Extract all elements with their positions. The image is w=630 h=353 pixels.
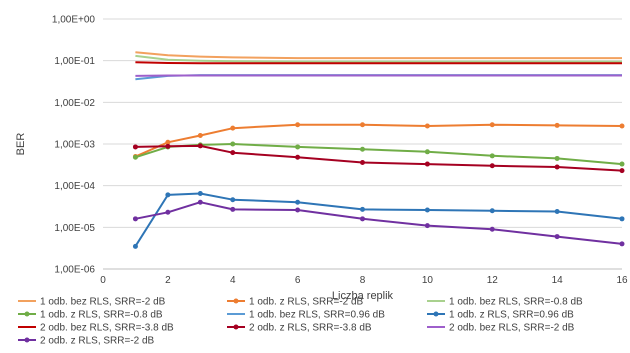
x-tick-label-4: 8 xyxy=(360,275,366,286)
legend-label-1: 1 odb. z RLS, SRR=-2 dB xyxy=(249,297,364,308)
legend-label-6: 2 odb. bez RLS, SRR=-3.8 dB xyxy=(40,323,174,334)
series-5-point-2 xyxy=(197,190,203,196)
series-1-point-7 xyxy=(489,122,495,128)
series-5-point-5 xyxy=(360,206,365,212)
legend-label-0: 1 odb. bez RLS, SRR=-2 dB xyxy=(40,297,166,308)
series-7-point-9 xyxy=(619,168,625,174)
series-7-point-5 xyxy=(360,159,365,165)
series-5-point-3 xyxy=(230,197,236,203)
series-3-point-8 xyxy=(554,155,560,161)
legend: 1 odb. bez RLS, SRR=-2 dB 1 odb. z RLS, S… xyxy=(18,297,583,347)
series-9-point-2 xyxy=(197,199,203,205)
legend-marker-3 xyxy=(24,311,30,317)
legend-label-8: 2 odb. bez RLS, SRR=-2 dB xyxy=(449,323,575,334)
series-3-point-9 xyxy=(619,161,625,167)
legend-label-7: 2 odb. z RLS, SRR=-3.8 dB xyxy=(249,323,372,334)
series-7-point-7 xyxy=(489,163,495,169)
x-tick-label-1: 2 xyxy=(165,275,171,286)
series-group xyxy=(132,51,625,249)
y-axis-label: BER xyxy=(15,133,27,156)
x-tick-label-8: 16 xyxy=(616,275,628,286)
series-7-point-8 xyxy=(554,164,560,170)
series-9-point-4 xyxy=(295,207,301,213)
series-1-point-9 xyxy=(619,123,625,129)
series-1-point-2 xyxy=(197,132,203,138)
series-7-point-4 xyxy=(295,154,301,160)
x-tick-label-2: 4 xyxy=(230,275,236,286)
series-9-point-5 xyxy=(360,216,365,222)
y-tick-label-5: 1,00E-01 xyxy=(54,56,95,67)
series-1-point-6 xyxy=(424,123,430,129)
series-7-point-6 xyxy=(424,161,430,167)
y-tick-label-2: 1,00E-04 xyxy=(54,181,95,192)
y-tick-label-1: 1,00E-05 xyxy=(54,223,95,234)
series-3-point-6 xyxy=(424,149,430,155)
series-9-point-7 xyxy=(489,226,495,232)
series-3-point-7 xyxy=(489,153,495,159)
series-5-point-0 xyxy=(132,243,138,249)
series-1-point-1 xyxy=(165,139,171,145)
series-7-point-1 xyxy=(165,143,171,149)
legend-label-4: 1 odb. bez RLS, SRR=0.96 dB xyxy=(249,310,385,321)
legend-label-3: 1 odb. z RLS, SRR=-0.8 dB xyxy=(40,310,163,321)
legend-label-9: 2 odb. z RLS, SRR=-2 dB xyxy=(40,336,155,347)
series-9-point-1 xyxy=(165,209,171,215)
y-axis-ticks: 1,00E-06 1,00E-05 1,00E-04 1,00E-03 1,00E-02… xyxy=(52,15,96,276)
legend-marker-1 xyxy=(233,298,239,304)
series-5-point-4 xyxy=(295,199,301,205)
series-5-point-1 xyxy=(165,192,171,198)
legend-label-2: 1 odb. bez RLS, SRR=-0.8 dB xyxy=(449,297,583,308)
series-5-point-7 xyxy=(489,208,495,214)
series-9-point-6 xyxy=(424,223,430,229)
series-5-point-8 xyxy=(554,208,560,214)
y-tick-label-0: 1,00E-06 xyxy=(54,265,95,276)
x-axis-label: Liczba replik xyxy=(332,290,394,302)
series-line-5 xyxy=(134,192,623,247)
x-tick-label-5: 10 xyxy=(422,275,434,286)
legend-marker-9 xyxy=(24,337,30,343)
series-7-point-2 xyxy=(197,143,203,149)
y-tick-label-4: 1,00E-02 xyxy=(54,98,95,109)
series-1-point-5 xyxy=(360,122,365,128)
series-9-point-9 xyxy=(619,241,625,247)
legend-marker-7 xyxy=(233,324,239,330)
series-3-point-0 xyxy=(132,154,138,160)
legend-marker-5 xyxy=(433,311,439,317)
series-3-point-4 xyxy=(295,144,301,150)
series-7-point-3 xyxy=(230,150,236,156)
series-5-point-9 xyxy=(619,216,625,222)
series-3-point-3 xyxy=(230,141,236,147)
series-1-point-8 xyxy=(554,122,560,128)
series-line-7 xyxy=(135,144,623,172)
series-line-6 xyxy=(135,61,622,65)
series-9-point-3 xyxy=(230,206,236,212)
x-tick-label-3: 6 xyxy=(295,275,301,286)
series-5-point-6 xyxy=(424,207,430,213)
series-1-point-4 xyxy=(295,122,301,128)
series-9-point-8 xyxy=(554,234,560,240)
series-9-point-0 xyxy=(132,216,138,222)
series-line-1 xyxy=(134,123,623,158)
series-line-0 xyxy=(135,51,622,60)
x-axis-ticks: 0 2 4 6 8 10 12 14 16 xyxy=(100,275,628,286)
x-tick-label-7: 14 xyxy=(552,275,564,286)
series-3-point-5 xyxy=(360,146,365,152)
y-tick-label-6: 1,00E+00 xyxy=(52,15,96,26)
y-tick-label-3: 1,00E-03 xyxy=(54,140,95,151)
series-1-point-3 xyxy=(230,125,236,131)
x-tick-label-6: 12 xyxy=(487,275,499,286)
series-line-2 xyxy=(135,54,622,63)
legend-label-5: 1 odb. z RLS, SRR=0.96 dB xyxy=(449,310,574,321)
series-line-9 xyxy=(135,201,623,245)
x-tick-label-0: 0 xyxy=(100,275,106,286)
series-7-point-0 xyxy=(132,144,138,150)
